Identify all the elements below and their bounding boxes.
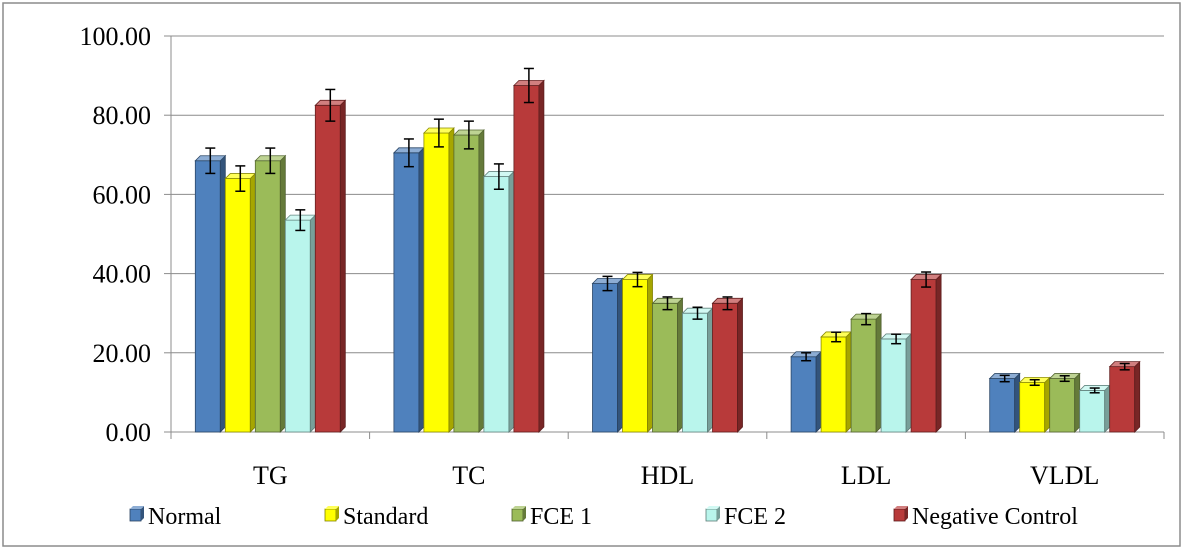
legend-swatch: [893, 508, 906, 522]
error-bar: [1089, 387, 1100, 394]
legend-item: Negative Control: [893, 504, 1078, 530]
legend-item: FCE 2: [705, 504, 786, 530]
y-tick-label: 20.00: [93, 339, 152, 368]
error-bar: [632, 271, 643, 288]
bar: [1048, 372, 1081, 433]
legend-item: Standard: [324, 504, 428, 530]
error-bar: [1119, 362, 1130, 371]
error-bar: [921, 271, 932, 288]
legend-label: Negative Control: [912, 504, 1078, 530]
x-tick-label: VLDL: [1030, 461, 1099, 490]
bar: [790, 350, 823, 433]
bars: [194, 79, 1141, 433]
error-bars: [205, 67, 1130, 394]
error-bar: [1059, 375, 1070, 383]
bar: [681, 307, 714, 433]
error-bar: [325, 88, 336, 122]
legend-label: Normal: [148, 504, 222, 530]
y-tick-label: 40.00: [93, 260, 152, 289]
error-bar: [403, 138, 414, 168]
bar: [850, 313, 883, 433]
legend: Normal Standard FCE 1 FCE 2 Negative Control: [129, 504, 1078, 530]
bar: [988, 372, 1021, 433]
x-tick-label: HDL: [641, 461, 694, 490]
y-tick-label: 0.00: [106, 418, 152, 447]
bar: [820, 330, 853, 433]
bar: [591, 277, 624, 433]
bar: [512, 79, 545, 433]
error-bar: [602, 275, 613, 292]
bar: [284, 214, 317, 433]
error-bar: [523, 67, 534, 104]
error-bar: [861, 312, 872, 326]
legend-item: Normal: [129, 504, 222, 530]
error-bar: [891, 333, 902, 345]
error-bar: [831, 331, 842, 343]
x-tick-label: LDL: [841, 461, 892, 490]
bar: [711, 297, 744, 433]
error-bar: [999, 374, 1010, 383]
legend-swatch: [324, 508, 337, 522]
error-bar: [235, 165, 246, 192]
y-tick-label: 60.00: [93, 180, 152, 209]
bar: [1108, 360, 1141, 433]
legend-item: FCE 1: [511, 504, 592, 530]
error-bar: [265, 147, 276, 175]
legend-label: FCE 2: [724, 504, 786, 530]
error-bar: [205, 147, 216, 175]
bar: [314, 99, 347, 433]
bar: [910, 273, 943, 433]
error-bar: [692, 306, 703, 320]
legend-swatch: [705, 508, 718, 522]
error-bar: [662, 296, 673, 311]
bar: [422, 127, 455, 433]
legend-swatch: [511, 508, 524, 522]
bar: [1018, 376, 1051, 433]
bar: [482, 170, 515, 433]
error-bar: [295, 209, 306, 232]
bar: [651, 297, 684, 433]
error-bar: [433, 118, 444, 148]
bar: [392, 146, 425, 433]
legend-swatch: [129, 508, 142, 522]
error-bar: [1029, 378, 1040, 387]
legend-label: Standard: [343, 504, 428, 530]
y-tick-label: 100.00: [80, 22, 152, 51]
x-tick-label: TG: [253, 461, 288, 490]
bar: [254, 154, 287, 433]
error-bar: [722, 296, 733, 311]
bar: [452, 129, 485, 433]
bar: [880, 332, 913, 433]
error-bar: [493, 163, 504, 191]
bar: [621, 273, 654, 433]
bar: [224, 172, 257, 433]
legend-label: FCE 1: [530, 504, 592, 530]
bar: [194, 154, 227, 433]
error-bar: [801, 352, 812, 362]
error-bar: [463, 120, 474, 150]
y-tick-label: 80.00: [93, 101, 152, 130]
x-tick-label: TC: [452, 461, 485, 490]
